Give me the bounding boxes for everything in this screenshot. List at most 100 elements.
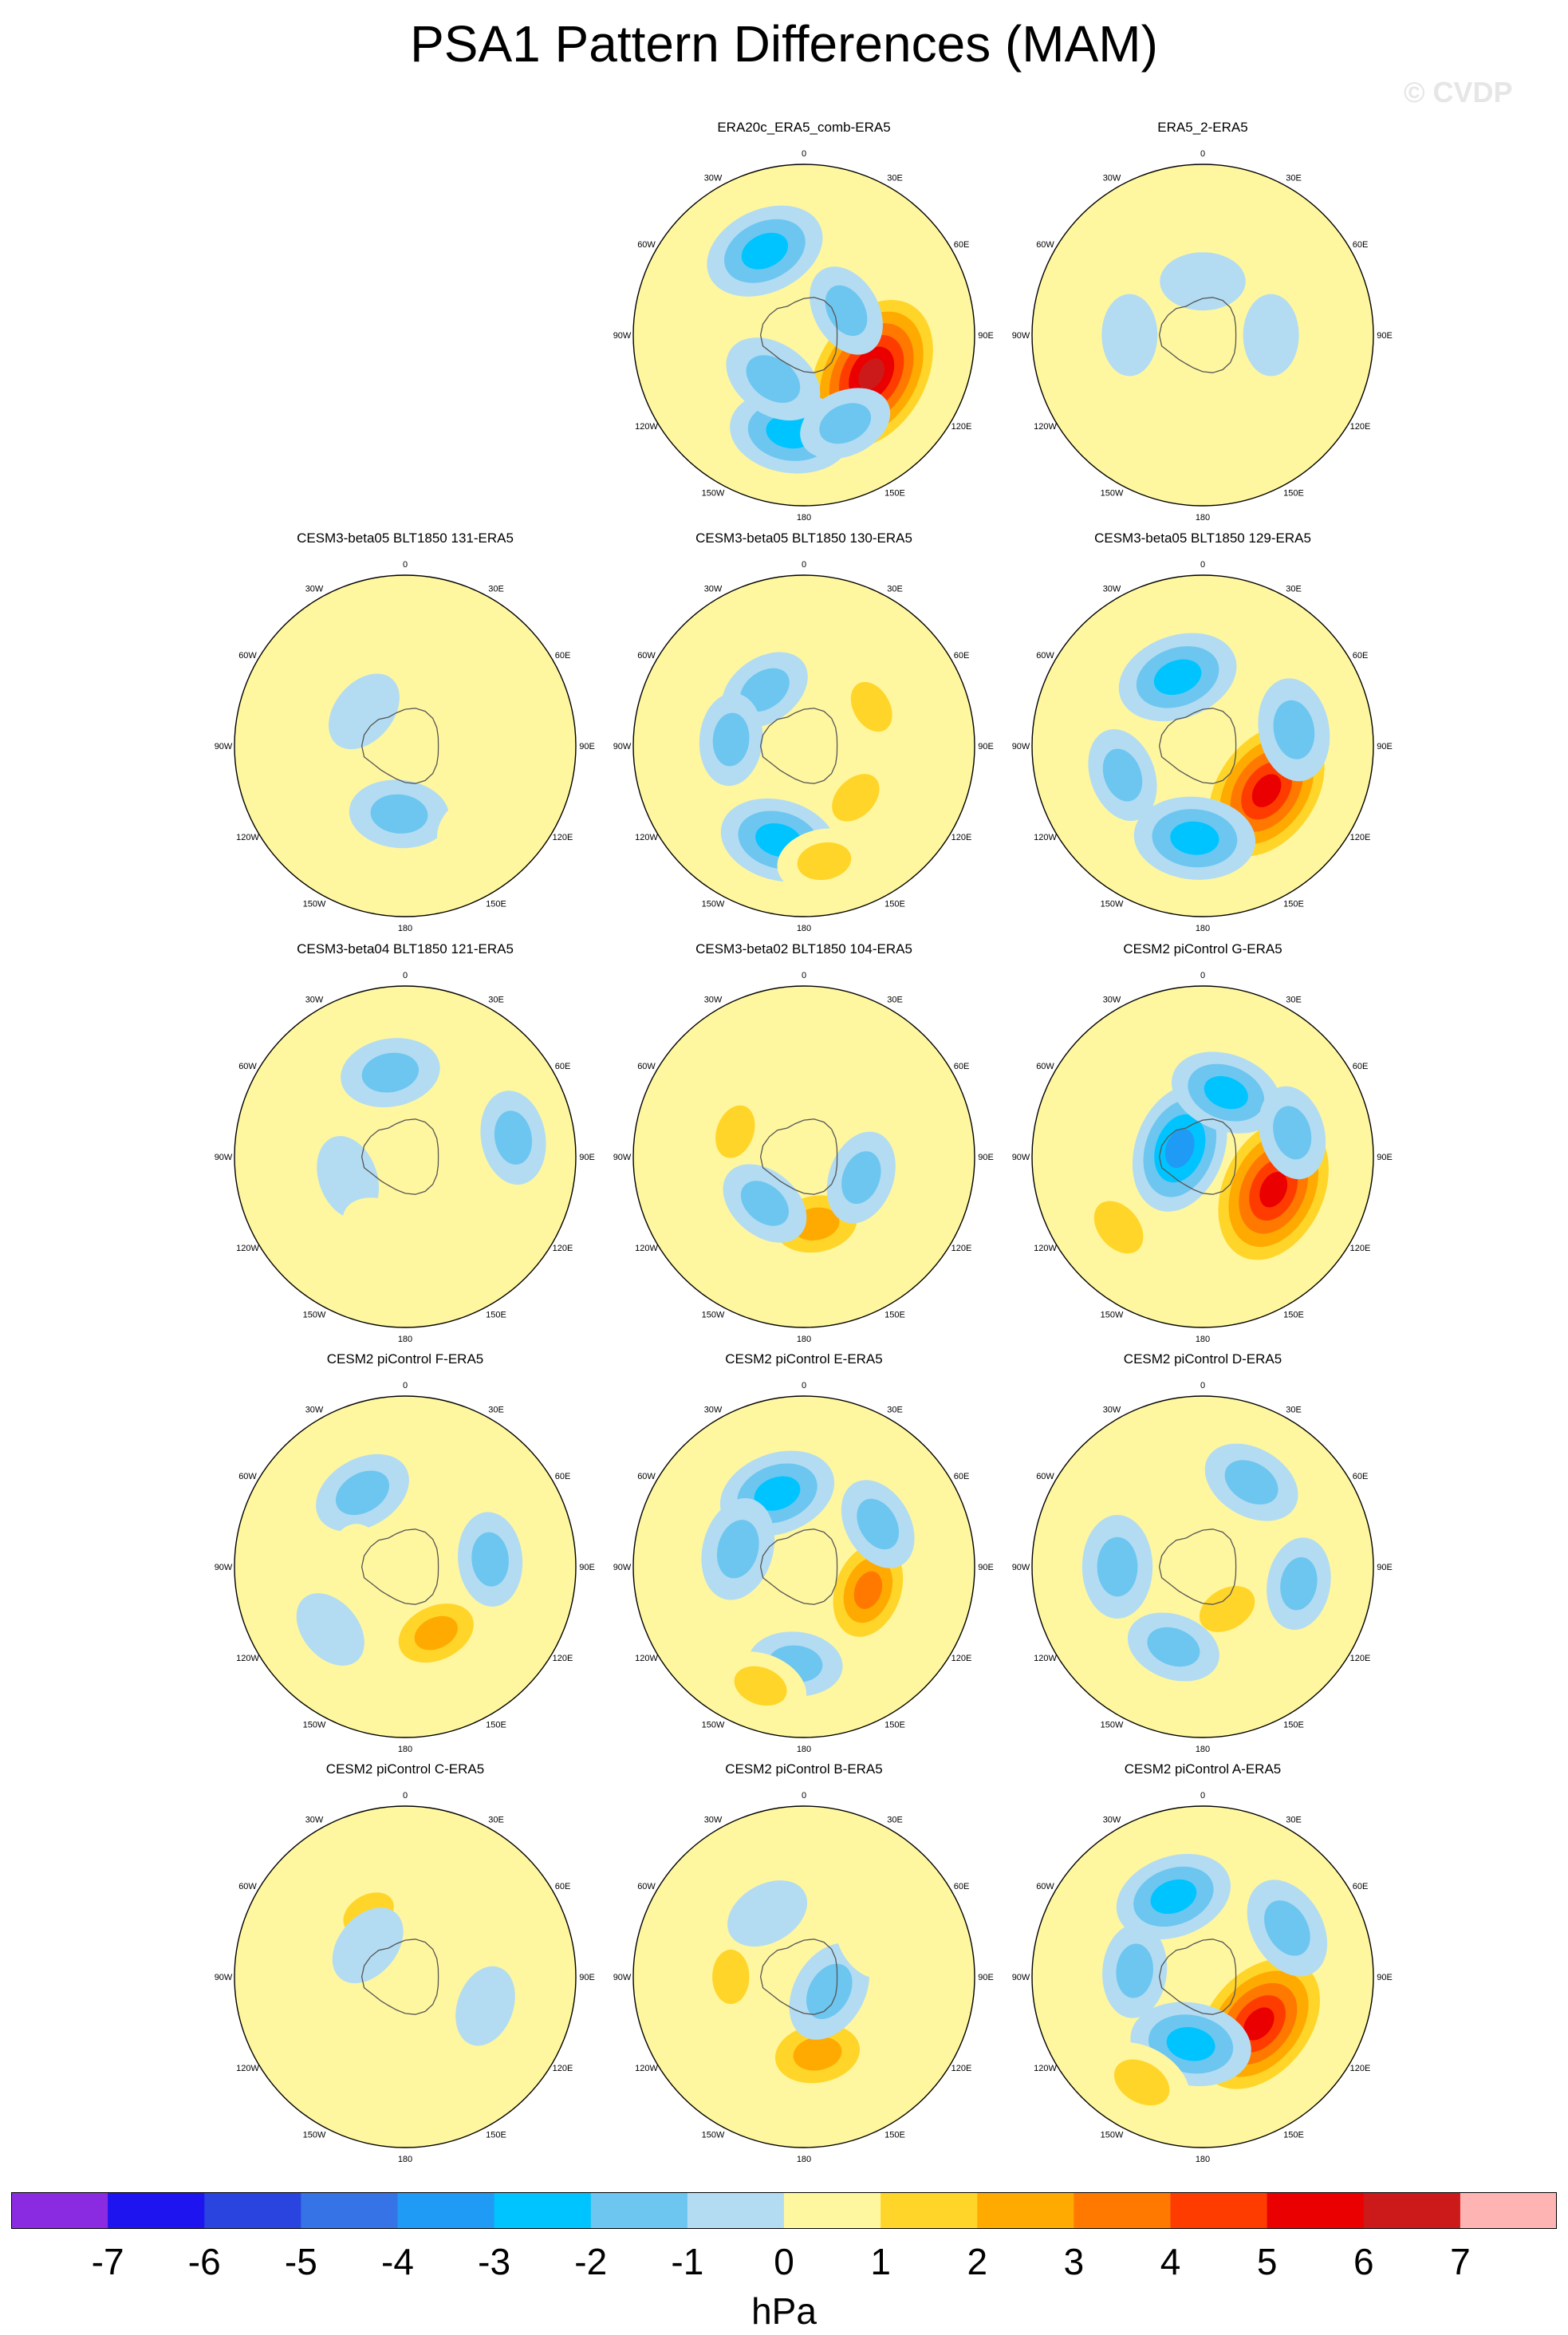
longitude-label: 30E [488, 585, 504, 594]
longitude-label: 60E [555, 1472, 571, 1481]
antarctica-coastline [360, 1528, 439, 1605]
colorbar-tick-label: 7 [1450, 2241, 1471, 2282]
longitude-label: 30E [488, 1816, 504, 1825]
longitude-label: 180 [1196, 2155, 1210, 2164]
contour-fill [1243, 2007, 1274, 2041]
longitude-label: 90E [579, 742, 595, 751]
longitude-label: 150W [1101, 2131, 1124, 2140]
longitude-label: 30E [1286, 585, 1302, 594]
map-panel: CESM3-beta05 BLT1850 130-ERA5 0 30E 60E 90E 1… [613, 531, 995, 933]
longitude-label: 150E [884, 489, 905, 499]
contour-fill [715, 1105, 755, 1158]
contour-fill [1093, 1201, 1144, 1254]
contour-fill [716, 1520, 759, 1579]
longitude-label: 60E [1353, 651, 1369, 661]
contour-fill [754, 1476, 801, 1511]
colorbar-tick-label: 5 [1256, 2241, 1278, 2282]
map-background [1032, 164, 1373, 506]
contour-fill [336, 1470, 389, 1516]
contour-fill [1114, 393, 1188, 455]
longitude-label: 120E [553, 1244, 573, 1253]
map-border [234, 574, 577, 917]
contour-fill [1113, 2059, 1170, 2106]
panel-title: CESM3-beta05 BLT1850 131-ERA5 [297, 531, 514, 546]
longitude-label: 90E [978, 1973, 994, 1982]
colorbar-swatch [1363, 2192, 1461, 2229]
longitude-label: 120W [1034, 1244, 1057, 1253]
longitude-label: 120E [951, 1654, 972, 1663]
longitude-label: 60W [637, 1062, 656, 1071]
longitude-label: 60E [954, 651, 970, 661]
map-panel: CESM2 piControl A-ERA5 0 30E 60E 90E 120E 150E… [1011, 1761, 1394, 2164]
panel-title: ERA20c_ERA5_comb-ERA5 [717, 120, 891, 135]
longitude-label: 60W [238, 651, 257, 661]
contour-fill [1147, 1627, 1200, 1667]
longitude-label: 30E [1286, 1406, 1302, 1415]
longitude-label: 90W [1012, 1153, 1030, 1162]
colorbar-swatch [1170, 2192, 1268, 2229]
longitude-label: 60W [238, 1062, 257, 1071]
longitude-label: 60W [1036, 1882, 1054, 1891]
longitude-label: 30E [887, 174, 903, 183]
longitude-label: 150E [486, 900, 506, 909]
antarctica-coastline [1158, 708, 1237, 784]
map-background [633, 986, 975, 1327]
longitude-label: 30W [305, 1816, 324, 1825]
contour-fill [819, 403, 872, 444]
polar-map: 0 30E 60E 90E 120E 150E 180 150W 120W 90W 60W 30W [613, 1791, 994, 2164]
longitude-label: 180 [797, 1335, 811, 1344]
colorbar-swatch [590, 2192, 688, 2229]
contour-fill [1243, 294, 1299, 377]
contour-fill [1101, 294, 1158, 377]
longitude-label: 180 [398, 1745, 412, 1754]
longitude-label: 150W [1101, 900, 1124, 909]
contour-fill [1097, 1536, 1138, 1597]
longitude-label: 30E [1286, 1816, 1302, 1825]
longitude-label: 150W [702, 900, 725, 909]
colorbar-tick-label: 3 [1063, 2241, 1085, 2282]
longitude-label: 120W [635, 1654, 658, 1663]
longitude-label: 150E [1283, 2131, 1304, 2140]
map-panel: CESM2 piControl E-ERA5 0 30E 60E 90E 120E 150E… [613, 1351, 995, 1754]
colorbar-swatch [784, 2192, 881, 2229]
polar-map: 0 30E 60E 90E 120E 150E 180 150W 120W 90W 60W 30W [1012, 560, 1393, 933]
longitude-label: 60E [555, 1062, 571, 1071]
polar-map: 0 30E 60E 90E 120E 150E 180 150W 120W 90W 60W 30W [613, 560, 994, 933]
colorbar-tick-label: -1 [671, 2241, 704, 2282]
longitude-label: 90W [613, 742, 632, 751]
map-border [1031, 985, 1374, 1328]
longitude-label: 90W [613, 1153, 632, 1162]
panel-title: CESM2 piControl C-ERA5 [325, 1761, 485, 1777]
contour-fill [414, 1615, 458, 1651]
contour-fill [1116, 1943, 1154, 1998]
map-panel: CESM2 piControl B-ERA5 0 30E 60E 90E 120E 150E… [613, 1761, 995, 2164]
contour-fill [816, 1042, 889, 1103]
longitude-label: 60W [238, 1882, 257, 1891]
panel-title: CESM2 piControl D-ERA5 [1123, 1351, 1282, 1367]
longitude-label: 30W [704, 174, 723, 183]
contour-fill [1170, 821, 1219, 855]
map-background [234, 575, 576, 917]
longitude-label: 90W [613, 1973, 632, 1982]
longitude-label: 90E [1377, 331, 1393, 341]
longitude-label: 60W [637, 651, 656, 661]
longitude-label: 150E [1283, 489, 1304, 499]
contour-fill [329, 673, 400, 750]
longitude-label: 0 [1200, 1791, 1205, 1801]
map-border [632, 574, 975, 917]
longitude-label: 30W [305, 585, 324, 594]
colorbar-swatch [108, 2192, 205, 2229]
longitude-label: 150E [884, 2131, 905, 2140]
longitude-label: 120E [1350, 2064, 1371, 2073]
longitude-label: 0 [802, 560, 806, 570]
longitude-label: 0 [403, 971, 408, 980]
colorbar-tick-label: -4 [381, 2241, 414, 2282]
map-border [234, 1395, 577, 1738]
contour-fill [1150, 1879, 1197, 1915]
longitude-label: 0 [1200, 149, 1205, 159]
longitude-label: 120W [635, 422, 658, 432]
longitude-label: 30E [887, 1406, 903, 1415]
longitude-label: 150W [303, 1311, 326, 1320]
longitude-label: 180 [398, 2155, 412, 2164]
longitude-label: 150W [702, 1721, 725, 1730]
